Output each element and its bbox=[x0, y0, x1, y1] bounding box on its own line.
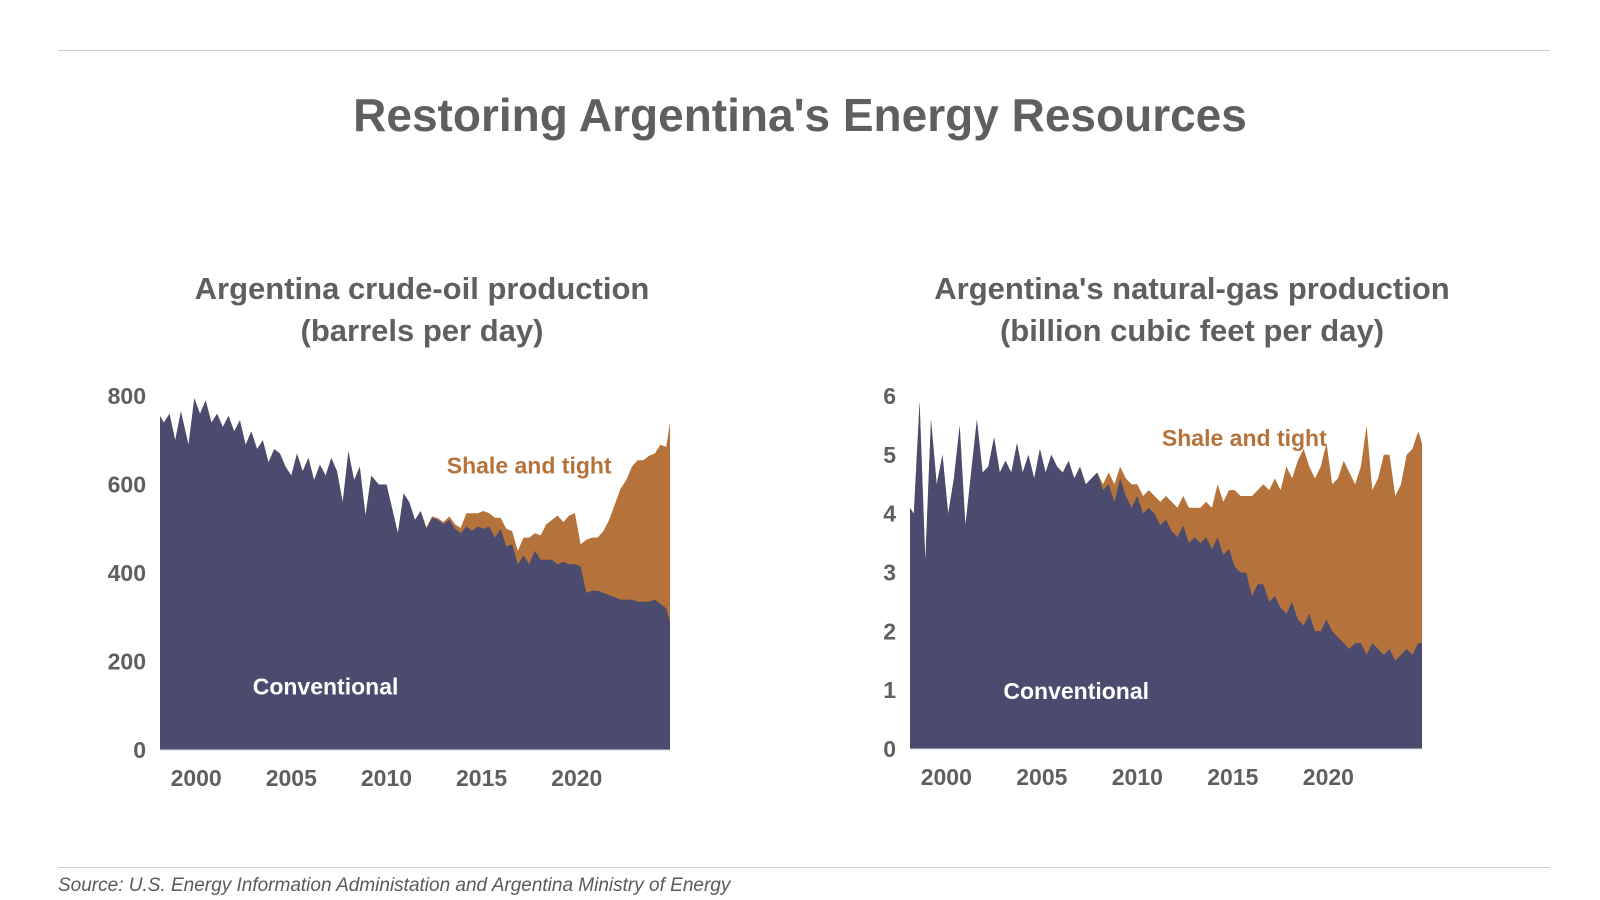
gas-y-tick-label: 0 bbox=[883, 736, 896, 762]
gas-y-tick-label: 5 bbox=[883, 442, 896, 468]
oil-chart-title: Argentina crude-oil production (barrels … bbox=[72, 268, 772, 352]
top-divider bbox=[58, 50, 1550, 51]
oil-y-tick-label: 600 bbox=[108, 472, 146, 498]
oil-chart-title-line1: Argentina crude-oil production bbox=[194, 271, 650, 306]
gas-x-tick-label: 2020 bbox=[1303, 764, 1354, 790]
gas-conventional-label: Conventional bbox=[1003, 678, 1149, 704]
source-note: Source: U.S. Energy Information Administ… bbox=[58, 875, 731, 896]
oil-y-tick-label: 0 bbox=[133, 737, 146, 763]
oil-x-tick-label: 2005 bbox=[266, 765, 317, 791]
gas-chart-title: Argentina's natural-gas production (bill… bbox=[842, 268, 1542, 352]
gas-y-tick-label: 4 bbox=[883, 501, 896, 527]
gas-x-tick-label: 2010 bbox=[1112, 764, 1163, 790]
bottom-divider bbox=[58, 867, 1550, 868]
gas-y-tick-label: 3 bbox=[883, 560, 896, 586]
oil-conventional-area bbox=[160, 398, 670, 750]
gas-y-tick-label: 2 bbox=[883, 618, 896, 644]
oil-x-tick-label: 2020 bbox=[551, 765, 602, 791]
oil-x-tick-label: 2015 bbox=[456, 765, 507, 791]
gas-y-tick-label: 1 bbox=[883, 677, 896, 703]
oil-shale-label: Shale and tight bbox=[447, 452, 612, 478]
gas-chart-title-line1: Argentina's natural-gas production bbox=[934, 271, 1450, 306]
oil-x-tick-label: 2010 bbox=[361, 765, 412, 791]
oil-y-tick-label: 400 bbox=[108, 560, 146, 586]
gas-y-tick-label: 6 bbox=[883, 383, 896, 409]
gas-x-tick-label: 2015 bbox=[1207, 764, 1258, 790]
oil-x-tick-label: 2000 bbox=[171, 765, 222, 791]
oil-chart-title-line2: (barrels per day) bbox=[300, 313, 544, 348]
gas-shale-label: Shale and tight bbox=[1162, 425, 1327, 451]
oil-conventional-label: Conventional bbox=[253, 674, 399, 700]
oil-production-chart: 0 200 400 600 800 2000 2005 2010 2015 2020 Convent… bbox=[108, 383, 670, 791]
oil-y-tick-label: 800 bbox=[108, 383, 146, 409]
gas-conventional-area bbox=[910, 401, 1422, 749]
oil-y-tick-label: 200 bbox=[108, 649, 146, 675]
gas-x-tick-label: 2005 bbox=[1016, 764, 1067, 790]
page-title: Restoring Argentina's Energy Resources bbox=[353, 89, 1247, 141]
gas-x-tick-label: 2000 bbox=[921, 764, 972, 790]
gas-chart-title-line2: (billion cubic feet per day) bbox=[999, 313, 1385, 348]
gas-production-chart: 0 1 2 3 4 5 6 2000 2005 2010 2015 2020 Conventional S… bbox=[883, 383, 1422, 790]
